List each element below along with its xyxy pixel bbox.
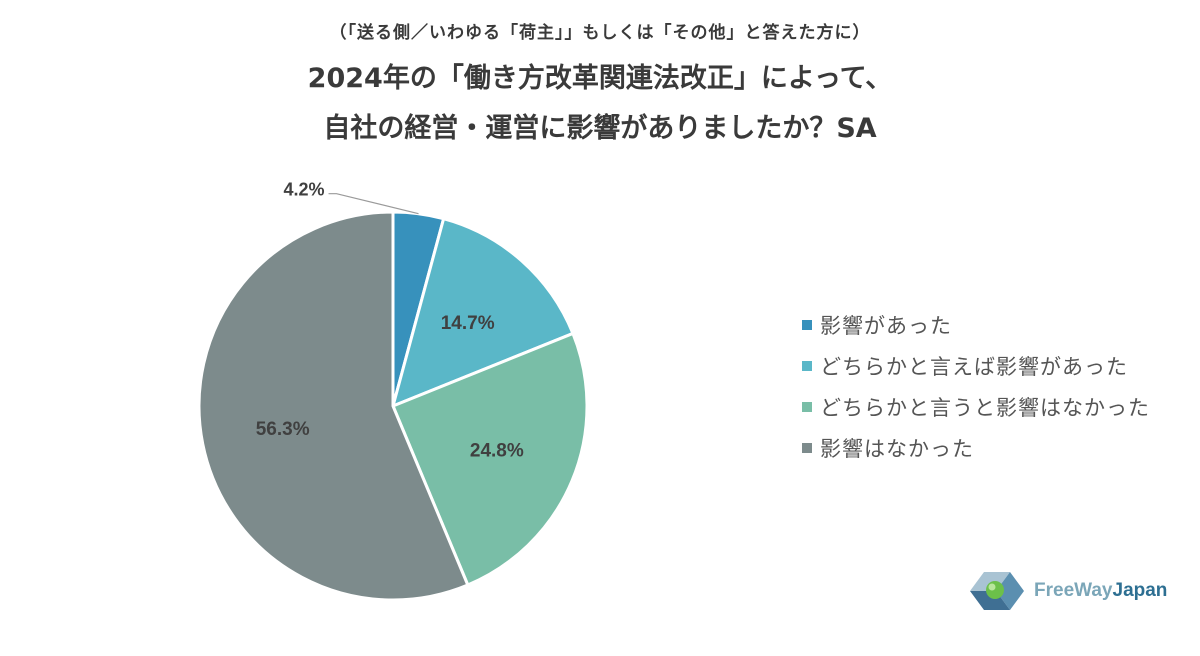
logo-text: FreeWayJapan (1034, 580, 1168, 601)
legend-item: どちらかと言えば影響があった (802, 345, 1150, 386)
legend-swatch (802, 442, 812, 453)
slice-label: 56.3% (256, 419, 310, 440)
legend-label: どちらかと言えば影響があった (820, 354, 1128, 379)
legend-item: どちらかと言うと影響はなかった (802, 386, 1150, 427)
chart-title-line-2: 自社の経営・運営に影響がありましたか？SA (323, 113, 877, 144)
legend-swatch (802, 401, 812, 412)
legend-label: どちらかと言うと影響はなかった (820, 395, 1150, 420)
slice-label: 14.7% (441, 313, 495, 334)
legend-label: 影響はなかった (820, 436, 974, 461)
chart-title: 2024年の「働き方改革関連法改正」によって、 自社の経営・運営に影響がありまし… (0, 54, 1200, 154)
legend-item: 影響があった (802, 304, 1150, 345)
legend-swatch (802, 319, 812, 330)
chart-title-line-1: 2024年の「働き方改革関連法改正」によって、 (307, 63, 893, 94)
legend: 影響があった どちらかと言えば影響があった どちらかと言うと影響はなかった 影響… (802, 304, 1150, 468)
slice-label: 4.2% (283, 180, 324, 200)
legend-label: 影響があった (820, 313, 952, 338)
pie-slice (390, 216, 575, 409)
chart-subtitle: （「送る側／いわゆる「荷主」」もしくは「その他」と答えた方に） (329, 23, 871, 43)
pie-slice (391, 331, 589, 587)
legend-item: 影響はなかった (802, 427, 1150, 468)
legend-swatch (802, 360, 812, 371)
pie-slice (197, 210, 470, 602)
leader-line (328, 193, 419, 215)
slice-label: 24.8% (470, 440, 524, 461)
freeway-japan-logo: FreeWayJapan (966, 566, 1167, 616)
logo-mark-icon (970, 572, 1024, 610)
